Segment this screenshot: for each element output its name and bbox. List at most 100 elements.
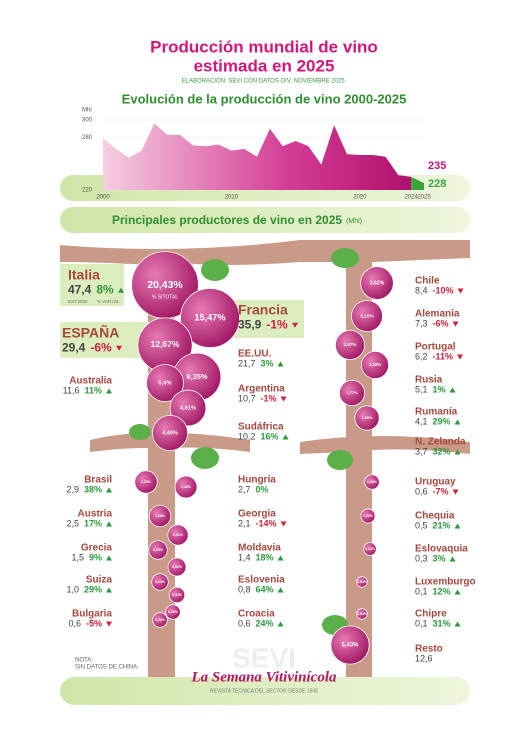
country-name: N. Zelanda (415, 437, 466, 448)
arrow-up (106, 521, 112, 527)
country-values: 0,8 64% (238, 585, 274, 595)
country-values: 0,5 21% (415, 521, 451, 531)
unit: (Mhl) (346, 218, 362, 225)
production: 0,1 (415, 619, 428, 629)
change: -7% (433, 487, 449, 497)
production: 3,7 (415, 447, 428, 457)
arrow-down (452, 489, 459, 495)
y-tick-label: 280 (82, 135, 93, 141)
arrow-down (292, 322, 299, 328)
arrow-up (277, 621, 284, 627)
country-name: Italia (68, 267, 100, 283)
arrow-up (106, 555, 112, 561)
country-values: 2,7 0% (238, 485, 269, 495)
grape (334, 329, 366, 361)
country-name: Luxemburgo (415, 577, 476, 588)
country-name: Francia (238, 302, 288, 318)
country-name: Brasil (84, 475, 112, 486)
share-label: 20,43% (147, 280, 182, 291)
production: 8,4 (415, 286, 428, 296)
arrow-up (454, 523, 461, 529)
share-label: 0,13% (365, 547, 376, 551)
country-name: Eslovenia (238, 575, 285, 586)
x-tick-label: 2010 (225, 195, 239, 201)
section-title-text: Principales productores de vino en 2025 (112, 213, 342, 227)
share-label: 0,65% (153, 548, 164, 552)
share-label: 3,15% (360, 313, 374, 319)
change: 11% (84, 386, 102, 396)
country-values: 2,1 -14% (238, 519, 277, 529)
country-name: Uruguay (415, 477, 456, 488)
country-values: 1,0 29% (66, 585, 102, 595)
production: 11,6 (63, 386, 80, 396)
production: 10,2 (238, 432, 256, 442)
grape (360, 266, 394, 300)
title: estimada en 2025 (194, 56, 335, 75)
country-name: Portugal (415, 342, 456, 353)
production: 0,6 (68, 619, 81, 629)
share-label: 2,67% (344, 342, 357, 347)
grape (174, 475, 198, 499)
production: 29,4 (62, 341, 86, 355)
country-name: Chequia (415, 511, 455, 522)
country-values: 5,1 1% (415, 385, 446, 395)
change: 64% (256, 585, 274, 595)
share-label: 0,04% (357, 612, 368, 616)
axis-label: Mhl (82, 108, 92, 114)
country-values: 2,5 17% (66, 519, 102, 529)
share-label: 0,04% (357, 580, 368, 584)
grape (148, 504, 172, 528)
share-label: 1,08% (155, 514, 166, 518)
production: 6,2 (415, 352, 428, 362)
production: 5,1 (415, 385, 428, 395)
arrow-up (454, 621, 461, 627)
country-values: 35,9 -1% (238, 318, 288, 332)
legend-change: % VAR./24 (97, 299, 119, 304)
grape (351, 300, 383, 332)
x-tick-label: 2020 (353, 195, 367, 201)
country-name: EE.UU. (238, 349, 272, 360)
change: -6% (433, 319, 449, 329)
country-values: 11,6 11% (63, 386, 102, 396)
legend-share: % S/TOTAL (152, 294, 178, 300)
change: 1% (433, 385, 446, 395)
country-values: 29,4 -6% (62, 341, 112, 355)
production: 2,1 (238, 519, 251, 529)
grape (167, 524, 189, 546)
change: 31% (433, 619, 451, 629)
country-values: 4,1 29% (415, 417, 451, 427)
grape (356, 576, 368, 588)
change: -10% (433, 286, 454, 296)
share-label: 0,34% (172, 593, 183, 597)
country-name: Chile (415, 276, 440, 287)
country-values: 2,9 38% (66, 485, 102, 495)
country-name: Moldavia (238, 543, 281, 554)
footer-band (60, 677, 470, 705)
share-label: 0,26% (367, 480, 378, 484)
share-label: 0,43% (155, 580, 166, 584)
change: 9% (89, 553, 102, 563)
country-values: 0,6 -5% (68, 619, 102, 629)
change: -1% (266, 318, 288, 332)
arrow-up (277, 555, 284, 561)
country-name: Resto (415, 644, 443, 655)
share-label: 4,61% (180, 405, 196, 411)
arrow-down (457, 288, 464, 294)
country-name: Sudáfrica (238, 422, 284, 433)
country-values: 12,6 (415, 654, 433, 664)
production: 0,8 (238, 585, 251, 595)
production: 0,6 (415, 487, 428, 497)
production: 47,4 (68, 283, 92, 297)
logo: SEVI (232, 642, 296, 673)
highlight-box (232, 300, 304, 338)
share-label: 1,59% (362, 416, 373, 420)
country-values: 0,1 12% (415, 587, 451, 597)
country-values: 47,4 8% (68, 283, 114, 297)
grape (363, 542, 377, 556)
country-name: Eslovaquia (415, 544, 468, 555)
note: NOTA: (75, 658, 93, 664)
change: 32% (433, 447, 451, 457)
change: 29% (84, 585, 102, 595)
production: 0,3 (415, 554, 428, 564)
change: 38% (84, 485, 102, 495)
